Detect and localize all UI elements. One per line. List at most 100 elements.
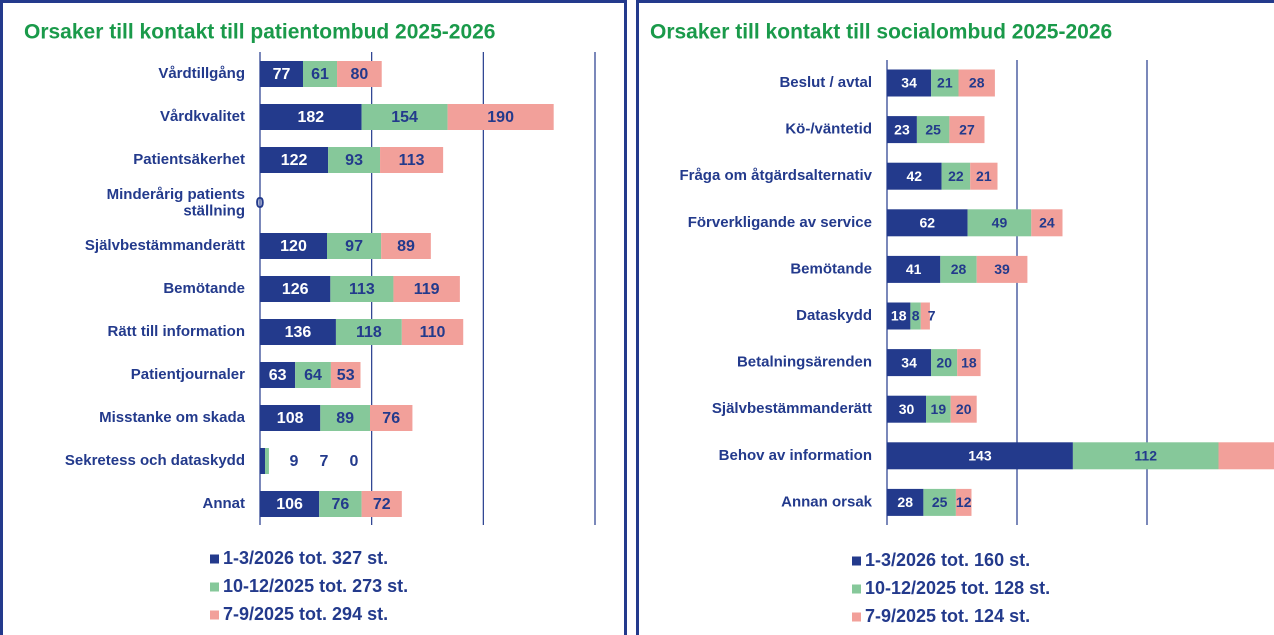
data-label: 21: [976, 168, 992, 184]
data-label: 76: [332, 496, 350, 513]
bar-segment: [327, 233, 382, 259]
data-label: 72: [373, 496, 391, 513]
bar-segment: [260, 276, 331, 302]
data-label: 22: [948, 168, 964, 184]
data-label: 28: [897, 494, 913, 510]
bar-segment: [967, 209, 1032, 237]
bar-segment: [1072, 442, 1219, 470]
bar-segment: [970, 162, 998, 190]
bar-segment: [335, 319, 402, 345]
legend-swatch: [852, 584, 861, 594]
bar-segment: [380, 147, 444, 173]
category-label: Självbestämmanderätt: [712, 400, 872, 417]
legend-swatch: [210, 554, 219, 564]
bar-segment: [931, 349, 958, 377]
data-label: 24: [1039, 215, 1055, 231]
category-label: Bemötande: [790, 260, 872, 277]
bar-segment: [361, 104, 448, 130]
category-label: Betalningsärenden: [737, 354, 872, 371]
data-label: 80: [350, 66, 368, 83]
data-label: 113: [399, 152, 425, 169]
data-label: 0: [256, 195, 265, 212]
category-label: Vårdtillgång: [158, 65, 245, 82]
legend-label: 7-9/2025 tot. 124 st.: [865, 606, 1030, 626]
category-label: Rätt till information: [108, 323, 246, 340]
data-label: 42: [907, 168, 923, 184]
data-label: 20: [936, 354, 952, 370]
category-label: Patientsäkerhet: [133, 151, 245, 168]
bar-segment: [887, 116, 917, 144]
legend-swatch: [210, 610, 219, 620]
bar-segment: [1218, 442, 1274, 470]
bar-segment: [887, 209, 968, 237]
bar-segment: [260, 448, 266, 474]
data-label: 119: [414, 281, 440, 298]
data-label: 182: [297, 109, 324, 126]
chart-title: Orsaker till kontakt till patientombud 2…: [24, 21, 496, 44]
bar-segment: [916, 116, 950, 144]
bar-segment: [369, 405, 413, 431]
bar-segment: [887, 69, 932, 97]
category-label: Misstanke om skada: [99, 409, 246, 426]
data-label: 30: [899, 401, 915, 417]
legend-label: 1-3/2026 tot. 327 st.: [223, 548, 388, 568]
bar-segment: [920, 302, 930, 330]
legend-label: 1-3/2026 tot. 160 st.: [865, 550, 1030, 570]
bar-segment: [887, 349, 932, 377]
bar-segment: [260, 104, 362, 130]
legend-swatch: [852, 556, 861, 566]
bar-segment: [931, 69, 959, 97]
bar-segment: [910, 302, 921, 330]
data-label: 27: [959, 121, 975, 137]
bar-segment: [887, 162, 942, 190]
data-label: 28: [969, 75, 985, 91]
panel-border: [636, 0, 1274, 635]
bar-segment: [260, 362, 296, 388]
category-label: Fråga om åtgärdsalternativ: [679, 167, 872, 184]
data-label: 49: [992, 215, 1008, 231]
data-label: 53: [337, 367, 355, 384]
bar-segment: [887, 302, 911, 330]
category-label: Minderårig patients ställning: [107, 186, 245, 220]
data-label: 63: [269, 367, 287, 384]
bar-segment: [940, 255, 977, 283]
bar-segment: [887, 395, 926, 423]
category-label: Patientjournaler: [131, 366, 245, 383]
data-label: 93: [345, 152, 363, 169]
data-label: 89: [397, 238, 415, 255]
bar-segment: [887, 442, 1073, 470]
bar-segment: [302, 61, 338, 87]
bar-segment: [941, 162, 971, 190]
category-label: Behov av information: [719, 447, 872, 464]
bar-segment: [393, 276, 460, 302]
data-label: 76: [382, 410, 400, 427]
data-label: 136: [285, 324, 312, 341]
data-label: 21: [937, 75, 953, 91]
data-label: 97: [345, 238, 363, 255]
legend-label: 10-12/2025 tot. 273 st.: [223, 576, 408, 596]
bar-segment: [957, 349, 981, 377]
category-label: Vårdkvalitet: [160, 108, 245, 125]
data-label: 25: [932, 494, 948, 510]
data-label: 61: [311, 66, 329, 83]
bar-segment: [926, 395, 951, 423]
bar-segment: [330, 276, 394, 302]
data-label: 19: [931, 401, 947, 417]
data-label: 122: [281, 152, 308, 169]
bar-segment: [260, 491, 320, 517]
category-label: Självbestämmanderätt: [85, 237, 245, 254]
data-label: 118: [356, 324, 382, 341]
bar-segment: [950, 395, 977, 423]
bar-segment: [260, 233, 327, 259]
data-label: 34: [901, 75, 917, 91]
data-label: 25: [925, 121, 941, 137]
bar-segment: [260, 61, 303, 87]
bar-segment: [401, 319, 464, 345]
category-label: Annan orsak: [781, 493, 873, 510]
data-label: 18: [891, 308, 907, 324]
data-label: 112: [1134, 448, 1157, 464]
data-label: 106: [276, 496, 303, 513]
legend-label: 10-12/2025 tot. 128 st.: [865, 578, 1050, 598]
data-label: 113: [349, 281, 375, 298]
bar-segment: [1031, 209, 1063, 237]
